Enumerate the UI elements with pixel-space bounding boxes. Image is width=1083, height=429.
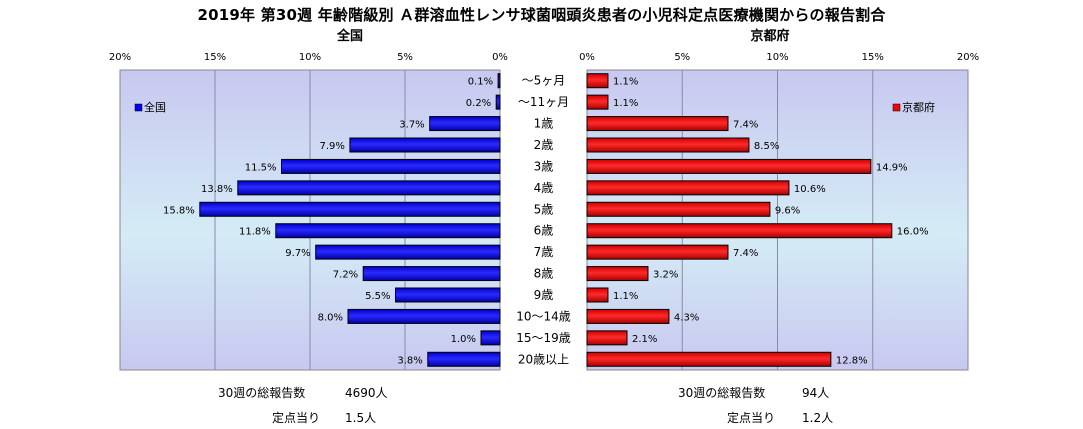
category-label: 9歳 bbox=[534, 288, 554, 302]
bar-kyoto bbox=[586, 351, 832, 367]
national-total-value: 4690人 bbox=[345, 386, 388, 400]
data-label-kyoto: 2.1% bbox=[632, 334, 657, 345]
national-per-label: 定点当り bbox=[272, 411, 321, 425]
data-label-kyoto: 7.4% bbox=[733, 248, 758, 259]
left-tick-label: 15% bbox=[204, 52, 226, 63]
category-label: 5歳 bbox=[534, 202, 554, 216]
right-tick-label: 15% bbox=[862, 52, 884, 63]
data-label-kyoto: 4.3% bbox=[674, 312, 699, 323]
data-label-national: 0.1% bbox=[468, 77, 493, 88]
bar-kyoto bbox=[586, 180, 790, 196]
legend-swatch-kyoto bbox=[892, 103, 901, 112]
data-label-kyoto: 9.6% bbox=[775, 205, 800, 216]
category-label: 2歳 bbox=[534, 138, 554, 152]
data-label-kyoto: 1.1% bbox=[613, 291, 638, 302]
bar-national bbox=[480, 330, 501, 346]
bar-national bbox=[281, 158, 501, 174]
data-label-kyoto: 1.1% bbox=[613, 98, 638, 109]
chart-title: 2019年 第30週 年齢階級別 Ａ群溶血性レンサ球菌咽頭炎患者の小児科定点医療… bbox=[197, 6, 886, 24]
bar-national bbox=[347, 308, 501, 324]
bar-national bbox=[395, 287, 501, 303]
bar-national bbox=[429, 116, 501, 132]
data-label-national: 7.9% bbox=[319, 141, 344, 152]
kyoto-total-value: 94人 bbox=[802, 386, 830, 400]
category-label: ～11ヶ月 bbox=[518, 95, 569, 109]
category-label: 20歳以上 bbox=[518, 352, 569, 366]
bar-national bbox=[237, 180, 501, 196]
data-label-national: 11.8% bbox=[239, 227, 271, 238]
data-label-national: 8.0% bbox=[318, 312, 343, 323]
data-label-national: 3.8% bbox=[397, 355, 422, 366]
data-label-national: 11.5% bbox=[245, 162, 277, 173]
bar-national bbox=[349, 137, 501, 153]
left-panel-title: 全国 bbox=[336, 29, 363, 44]
data-label-kyoto: 16.0% bbox=[897, 227, 929, 238]
data-label-national: 15.8% bbox=[163, 205, 195, 216]
legend-label-national: 全国 bbox=[144, 100, 166, 114]
data-label-national: 1.0% bbox=[451, 334, 476, 345]
bar-national bbox=[199, 201, 501, 217]
data-label-national: 13.8% bbox=[201, 184, 233, 195]
category-label: 4歳 bbox=[534, 181, 554, 195]
data-label-kyoto: 10.6% bbox=[794, 184, 826, 195]
category-label: 1歳 bbox=[534, 117, 554, 131]
right-tick-label: 5% bbox=[674, 52, 690, 63]
kyoto-total-label: 30週の総報告数 bbox=[678, 386, 766, 400]
left-tick-label: 5% bbox=[397, 52, 413, 63]
bar-national bbox=[362, 266, 501, 282]
category-label: 8歳 bbox=[534, 267, 554, 281]
bar-national bbox=[275, 223, 501, 239]
bar-kyoto bbox=[586, 201, 771, 217]
data-label-national: 5.5% bbox=[365, 291, 390, 302]
kyoto-per-label: 定点当り bbox=[727, 411, 776, 425]
bar-kyoto bbox=[586, 287, 609, 303]
left-tick-label: 20% bbox=[109, 52, 131, 63]
bar-kyoto bbox=[586, 158, 872, 174]
bar-national bbox=[495, 94, 501, 110]
category-label: 7歳 bbox=[534, 245, 554, 259]
legend-swatch-national bbox=[134, 103, 143, 112]
left-tick-label: 0% bbox=[492, 52, 508, 63]
bar-national bbox=[497, 73, 501, 89]
category-label: 3歳 bbox=[534, 159, 554, 173]
right-tick-label: 20% bbox=[957, 52, 979, 63]
data-label-kyoto: 14.9% bbox=[876, 162, 908, 173]
left-tick-label: 10% bbox=[299, 52, 321, 63]
data-label-kyoto: 3.2% bbox=[653, 270, 678, 281]
right-panel-title: 京都府 bbox=[750, 29, 790, 44]
bar-national bbox=[315, 244, 501, 260]
data-label-kyoto: 1.1% bbox=[613, 77, 638, 88]
national-total-label: 30週の総報告数 bbox=[218, 386, 306, 400]
bar-kyoto bbox=[586, 116, 729, 132]
bar-kyoto bbox=[586, 308, 670, 324]
bar-kyoto bbox=[586, 73, 609, 89]
legend-label-kyoto: 京都府 bbox=[902, 100, 935, 114]
data-label-national: 0.2% bbox=[466, 98, 491, 109]
bar-kyoto bbox=[586, 244, 729, 260]
category-label: ～5ヶ月 bbox=[522, 74, 566, 88]
category-label: 10～14歳 bbox=[516, 309, 571, 323]
category-label: 6歳 bbox=[534, 224, 554, 238]
bar-kyoto bbox=[586, 330, 628, 346]
kyoto-per-value: 1.2人 bbox=[802, 411, 834, 425]
bar-kyoto bbox=[586, 223, 893, 239]
data-label-national: 3.7% bbox=[399, 120, 424, 131]
data-label-kyoto: 12.8% bbox=[836, 355, 868, 366]
bar-national bbox=[427, 351, 501, 367]
data-label-kyoto: 7.4% bbox=[733, 120, 758, 131]
right-tick-label: 10% bbox=[766, 52, 788, 63]
national-per-value: 1.5人 bbox=[345, 411, 377, 425]
data-label-national: 7.2% bbox=[333, 270, 358, 281]
data-label-national: 9.7% bbox=[285, 248, 310, 259]
right-tick-label: 0% bbox=[579, 52, 595, 63]
bar-kyoto bbox=[586, 137, 750, 153]
bar-kyoto bbox=[586, 94, 609, 110]
category-label: 15～19歳 bbox=[516, 331, 571, 345]
data-label-kyoto: 8.5% bbox=[754, 141, 779, 152]
bar-kyoto bbox=[586, 266, 649, 282]
